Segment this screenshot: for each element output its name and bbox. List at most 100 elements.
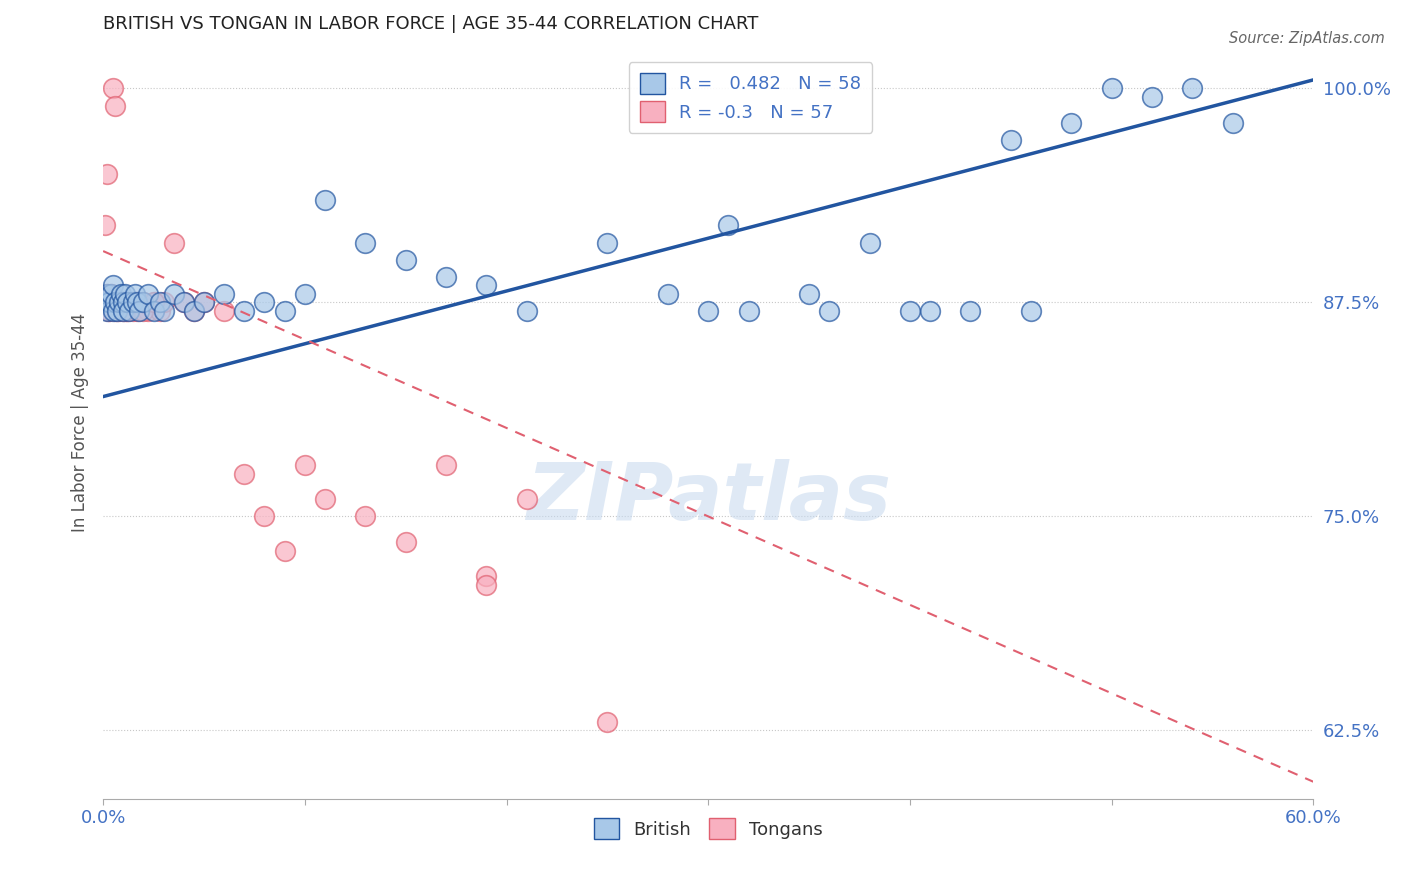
Point (314, 492, 336, 507)
Point (118, 295, 141, 310)
Point (183, 304, 205, 318)
Point (124, 286, 146, 301)
Point (149, 304, 172, 318)
Point (596, 235, 619, 250)
Point (98, 295, 121, 310)
Point (193, 295, 215, 310)
Point (114, 304, 136, 318)
Point (142, 304, 165, 318)
Point (152, 304, 174, 318)
Point (173, 295, 195, 310)
Point (1019, 304, 1042, 318)
Point (100, 295, 122, 310)
Point (918, 304, 941, 318)
Point (818, 304, 841, 318)
Point (657, 286, 679, 301)
Point (112, 304, 135, 318)
Point (112, 295, 135, 310)
Point (273, 543, 295, 558)
Point (104, 295, 127, 310)
Point (114, 286, 136, 301)
Point (273, 304, 295, 318)
Point (233, 467, 256, 481)
Point (124, 295, 146, 310)
Point (122, 295, 145, 310)
Point (103, 278, 125, 293)
Point (103, 295, 125, 310)
Point (105, 295, 128, 310)
Point (193, 295, 215, 310)
Point (314, 193, 336, 207)
Point (132, 304, 155, 318)
Point (136, 304, 159, 318)
Point (596, 714, 619, 729)
Point (149, 295, 172, 310)
Point (122, 304, 145, 318)
Point (183, 304, 205, 318)
Point (105, 304, 128, 318)
Point (104, 98, 127, 112)
Point (96, 167, 118, 181)
Point (212, 286, 235, 301)
Text: ZIPatlas: ZIPatlas (526, 458, 891, 537)
Point (117, 304, 139, 318)
Point (434, 269, 457, 284)
Point (110, 295, 132, 310)
Point (1101, 81, 1123, 95)
Point (122, 295, 145, 310)
Point (118, 304, 141, 318)
Point (253, 509, 276, 524)
Point (128, 304, 150, 318)
Point (108, 295, 131, 310)
Point (105, 304, 128, 318)
Point (112, 295, 135, 310)
Point (395, 252, 418, 267)
Point (959, 304, 981, 318)
Point (395, 535, 418, 549)
Point (212, 304, 235, 318)
Point (152, 295, 174, 310)
Point (94, 295, 117, 310)
Point (253, 295, 276, 310)
Point (100, 286, 122, 301)
Point (737, 304, 759, 318)
Point (858, 235, 880, 250)
Point (110, 295, 132, 310)
Y-axis label: In Labor Force | Age 35-44: In Labor Force | Age 35-44 (72, 313, 89, 532)
Point (1140, 90, 1163, 104)
Point (104, 304, 127, 318)
Text: BRITISH VS TONGAN IN LABOR FORCE | AGE 35-44 CORRELATION CHART: BRITISH VS TONGAN IN LABOR FORCE | AGE 3… (103, 15, 758, 33)
Point (98, 295, 121, 310)
Point (142, 295, 165, 310)
Point (516, 492, 538, 507)
Point (717, 219, 740, 233)
Point (475, 569, 498, 583)
Point (132, 295, 155, 310)
Point (96, 295, 118, 310)
Point (94, 295, 117, 310)
Point (294, 286, 316, 301)
Point (898, 304, 921, 318)
Point (103, 295, 125, 310)
Point (516, 304, 538, 318)
Point (110, 286, 132, 301)
Point (142, 295, 165, 310)
Point (112, 304, 135, 318)
Point (136, 286, 159, 301)
Point (117, 295, 139, 310)
Point (98, 304, 121, 318)
Point (108, 295, 131, 310)
Point (233, 304, 256, 318)
Point (434, 458, 457, 472)
Point (475, 278, 498, 293)
Point (108, 304, 131, 318)
Legend: British, Tongans: British, Tongans (586, 811, 830, 847)
Point (163, 286, 186, 301)
Point (173, 295, 195, 310)
Point (1000, 133, 1022, 147)
Point (100, 286, 122, 301)
Point (294, 458, 316, 472)
Point (114, 295, 136, 310)
Point (127, 295, 149, 310)
Point (117, 304, 139, 318)
